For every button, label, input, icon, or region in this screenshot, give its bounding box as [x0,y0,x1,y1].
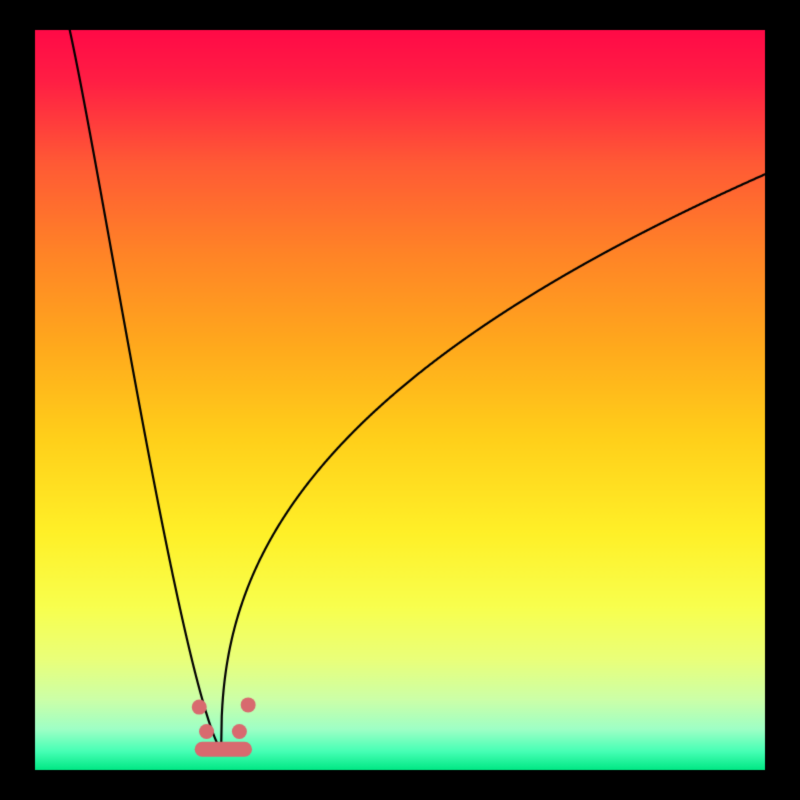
bottleneck-chart-canvas [0,0,800,800]
chart-container: TheBottleneck.com [0,0,800,800]
